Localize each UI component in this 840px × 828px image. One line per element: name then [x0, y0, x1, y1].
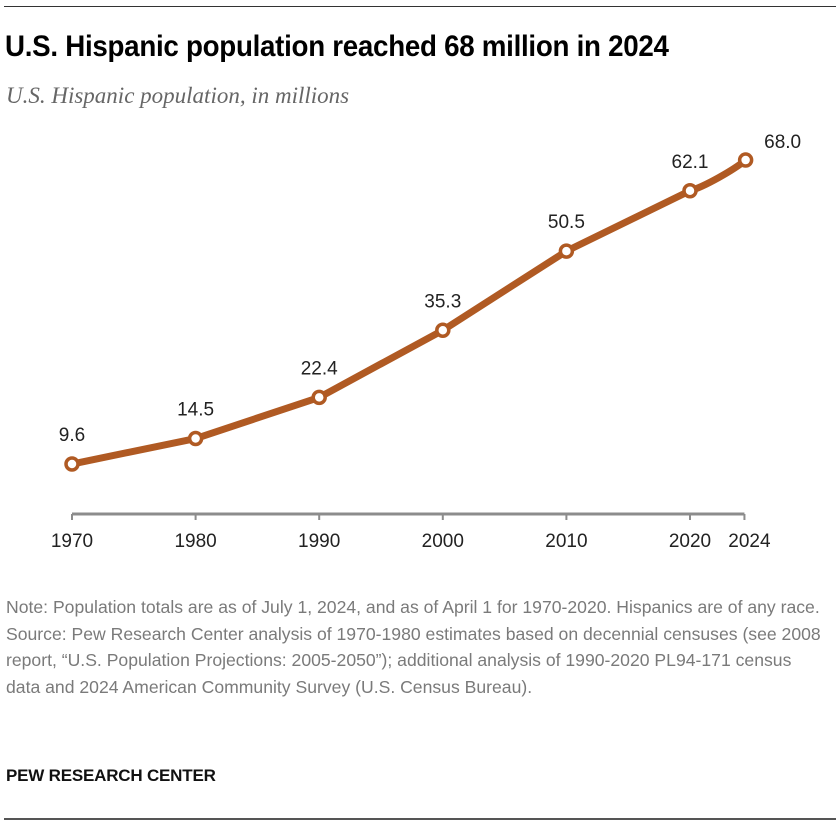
chart-subtitle: U.S. Hispanic population, in millions	[6, 83, 350, 108]
data-label-layer: 9.6 14.5 22.4 35.3 50.5 62.1 68.0	[59, 132, 801, 446]
data-label: 22.4	[301, 358, 338, 379]
data-label: 9.6	[59, 425, 85, 446]
data-label: 62.1	[672, 152, 709, 173]
x-tick-label: 1980	[174, 531, 216, 552]
series-line-layer	[68, 156, 750, 468]
data-label: 68.0	[764, 132, 801, 153]
x-tick-label: 2024	[728, 531, 771, 552]
data-point-marker	[311, 389, 327, 406]
data-point-marker	[558, 243, 575, 259]
data-point-marker	[64, 456, 80, 472]
marker-layer	[64, 152, 754, 472]
footnotes: Note: Population totals are as of July 1…	[6, 594, 826, 700]
chart-title: U.S. Hispanic population reached 68 mill…	[5, 30, 669, 63]
x-axis: 1970 1980 1990 2000 2010 2020 2024	[51, 512, 771, 552]
x-tick-label: 1990	[298, 531, 340, 552]
data-point-marker	[435, 322, 451, 339]
top-rule	[4, 6, 836, 7]
line-chart: 1970 1980 1990 2000 2010 2020 2024 9.6 14.5 22.4…	[51, 132, 801, 552]
x-tick-label: 2020	[669, 531, 711, 552]
data-label: 35.3	[424, 291, 461, 312]
bottom-rule	[4, 818, 836, 820]
brand-logo-text: PEW RESEARCH CENTER	[6, 766, 216, 785]
data-label: 14.5	[177, 400, 214, 421]
x-tick-label: 2010	[545, 531, 587, 552]
note-text: Note: Population totals are as of July 1…	[6, 597, 820, 617]
series-line	[68, 156, 750, 468]
data-label: 50.5	[548, 212, 585, 233]
data-point-marker	[737, 152, 754, 168]
source-text: Source: Pew Research Center analysis of …	[6, 623, 821, 697]
x-tick-label: 1970	[51, 531, 93, 552]
x-tick-label: 2000	[422, 531, 464, 552]
data-point-marker	[682, 183, 698, 199]
data-point-marker	[187, 430, 204, 447]
